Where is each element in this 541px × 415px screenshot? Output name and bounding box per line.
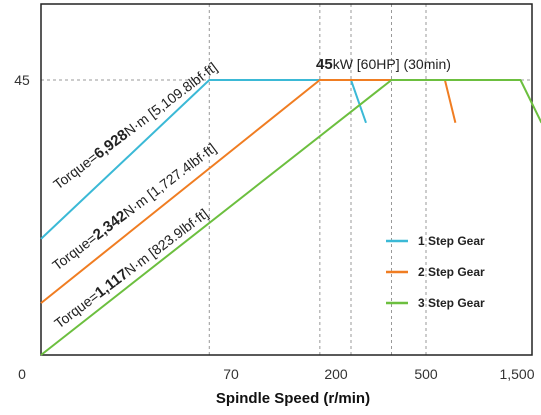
torque-2-unit: N·m [1,727.4lbf·ft] <box>120 140 219 220</box>
legend-label: 1 Step Gear <box>418 234 485 248</box>
legend-label: 2 Step Gear <box>418 265 485 279</box>
legend-label: 3 Step Gear <box>418 296 485 310</box>
legend: 1 Step Gear 2 Step Gear 3 Step Gear <box>386 234 485 310</box>
series-line-3-step-gear <box>40 79 541 356</box>
x-tick-label: 0 <box>18 366 26 382</box>
series-lines <box>40 79 541 356</box>
torque-3-prefix: Torque= <box>51 288 101 331</box>
torque-1-unit: N·m [5,109.8lbf·ft] <box>121 59 220 139</box>
y-tick-labels: 45 <box>14 72 30 88</box>
torque-2-prefix: Torque= <box>49 230 99 273</box>
torque-annotation-3: Torque=1,117N·m [823.9lbf·ft] <box>51 205 211 332</box>
x-tick-labels: 0 70 200 500 1,500 <box>18 366 535 382</box>
power-unit: kW [60HP] (30min) <box>333 56 451 72</box>
torque-annotation-1: Torque=6,928N·m [5,109.8lbf·ft] <box>50 59 220 193</box>
torque-3-unit: N·m [823.9lbf·ft] <box>121 205 211 278</box>
series-line-1-step-gear <box>40 79 367 240</box>
x-tick-label: 70 <box>223 366 239 382</box>
series-line-2-step-gear <box>40 79 457 304</box>
power-annotation: 45kW [60HP] (30min) <box>316 56 451 73</box>
power-value: 45 <box>316 56 333 73</box>
torque-1-prefix: Torque= <box>50 149 100 192</box>
plot-frame <box>40 3 533 356</box>
x-tick-label: 1,500 <box>499 366 534 382</box>
y-tick-label: 45 <box>14 72 30 88</box>
x-axis-label: Spindle Speed (r/min) <box>216 390 370 407</box>
x-tick-label: 200 <box>324 366 348 382</box>
x-tick-label: 500 <box>414 366 438 382</box>
